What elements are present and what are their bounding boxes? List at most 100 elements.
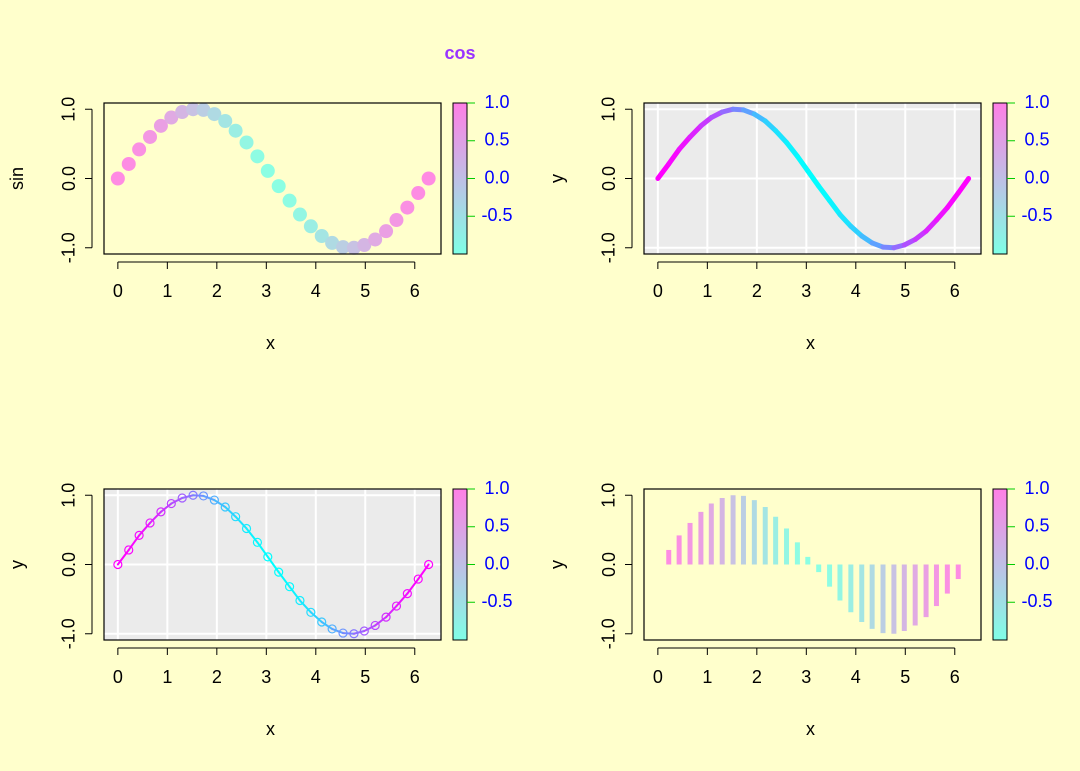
key-tick-label: 1.0: [484, 92, 509, 112]
point: [402, 588, 412, 599]
line-segment: [202, 494, 216, 502]
line-segment: [827, 198, 843, 218]
x-tick-label: 3: [801, 667, 811, 687]
x-tick-label: 4: [851, 667, 861, 687]
x-axis-label: x: [806, 333, 815, 353]
x-tick-label: 2: [212, 667, 222, 687]
marks: [655, 106, 972, 251]
y-axis-label: y: [7, 560, 27, 569]
key-tick-label: 0.0: [1024, 553, 1049, 573]
point: [121, 156, 136, 171]
key-tick-label: -0.5: [481, 205, 512, 225]
x-tick-label: 1: [162, 667, 172, 687]
line-segment: [266, 555, 280, 574]
key-tick-label: -0.5: [1021, 591, 1052, 611]
key-tick-label: 0.5: [484, 130, 509, 150]
x-tick-label: 3: [801, 281, 811, 301]
point: [113, 559, 123, 570]
line-segment: [181, 494, 195, 500]
y-axis-label: y: [547, 174, 567, 183]
point: [153, 118, 168, 133]
y-axis-label: sin: [7, 167, 27, 190]
point: [134, 530, 144, 541]
line-segment: [277, 571, 291, 588]
y-tick-label: 1.0: [599, 97, 619, 122]
line-segment: [687, 123, 704, 140]
point: [421, 171, 436, 186]
point: [156, 507, 166, 517]
point: [196, 102, 211, 117]
line-segment: [149, 510, 162, 524]
point: [274, 567, 284, 577]
line-segment: [955, 176, 972, 196]
line-segment: [923, 217, 939, 234]
line-segment: [127, 534, 141, 551]
color-key: [992, 488, 1008, 641]
point: [306, 607, 316, 617]
key-tick-label: 0.5: [1024, 130, 1049, 150]
panel: 0 1 2 3 4 5 6 -1.0 0.0 1.0 x y -0.5 0.0 0.5 1.0: [7, 478, 513, 739]
x-tick-label: 4: [851, 281, 861, 301]
line-segment: [933, 205, 950, 223]
y-tick-label: 0.0: [59, 166, 79, 191]
panel: 0 1 2 3 4 5 6 -1.0 0.0 1.0 x y -0.5 0.0 0.5 1.0: [547, 92, 1053, 353]
x-tick-label: 3: [261, 667, 271, 687]
point: [186, 102, 201, 117]
key-tick-label: 0.0: [1024, 167, 1049, 187]
line-segment: [342, 632, 355, 635]
y-tick-label: 1.0: [599, 483, 619, 508]
point: [209, 495, 219, 505]
marks: [666, 495, 961, 634]
plot-area: [644, 489, 981, 640]
key-tick-label: 0.5: [1024, 516, 1049, 536]
x-tick-label: 6: [950, 281, 960, 301]
point: [132, 142, 147, 157]
line-segment: [234, 515, 248, 530]
point: [282, 193, 297, 208]
line-segment: [192, 494, 205, 497]
line-segment: [298, 599, 312, 614]
line-segment: [816, 183, 833, 204]
x-tick-label: 0: [113, 281, 123, 301]
y-tick-label: 1.0: [59, 97, 79, 122]
y-tick-label: -1.0: [599, 232, 619, 263]
line-segment: [773, 128, 790, 145]
line-segment: [805, 168, 822, 189]
plot-frame: [103, 488, 442, 641]
line-segment: [256, 541, 269, 558]
line-segment: [363, 624, 377, 632]
line-segment: [676, 134, 693, 152]
point: [231, 512, 241, 522]
point: [359, 626, 369, 636]
point: [188, 490, 198, 500]
x-tick-label: 0: [653, 281, 663, 301]
point: [357, 237, 372, 252]
point: [292, 207, 307, 222]
line-segment: [374, 616, 388, 627]
x-tick-label: 0: [653, 667, 663, 687]
point: [228, 123, 243, 138]
x-tick-label: 5: [360, 281, 370, 301]
x-tick-label: 0: [113, 667, 123, 687]
x-axis-label: x: [806, 719, 815, 739]
point: [317, 617, 327, 627]
y-tick-label: 0.0: [599, 552, 619, 577]
point: [424, 559, 434, 570]
line-segment: [666, 146, 682, 167]
line-segment: [159, 502, 173, 513]
point: [177, 493, 187, 503]
key-tick-label: -0.5: [481, 591, 512, 611]
x-tick-label: 5: [360, 667, 370, 687]
plot-frame: [643, 102, 982, 255]
line-segment: [224, 506, 237, 518]
x-tick-label: 6: [410, 281, 420, 301]
point: [284, 582, 295, 592]
point: [166, 498, 176, 509]
key-title: cos: [444, 43, 475, 63]
key-tick-label: 1.0: [1024, 92, 1049, 112]
point: [250, 149, 265, 164]
point: [336, 240, 351, 255]
point: [303, 219, 318, 234]
point: [346, 240, 361, 255]
key-tick-label: 0.0: [484, 553, 509, 573]
